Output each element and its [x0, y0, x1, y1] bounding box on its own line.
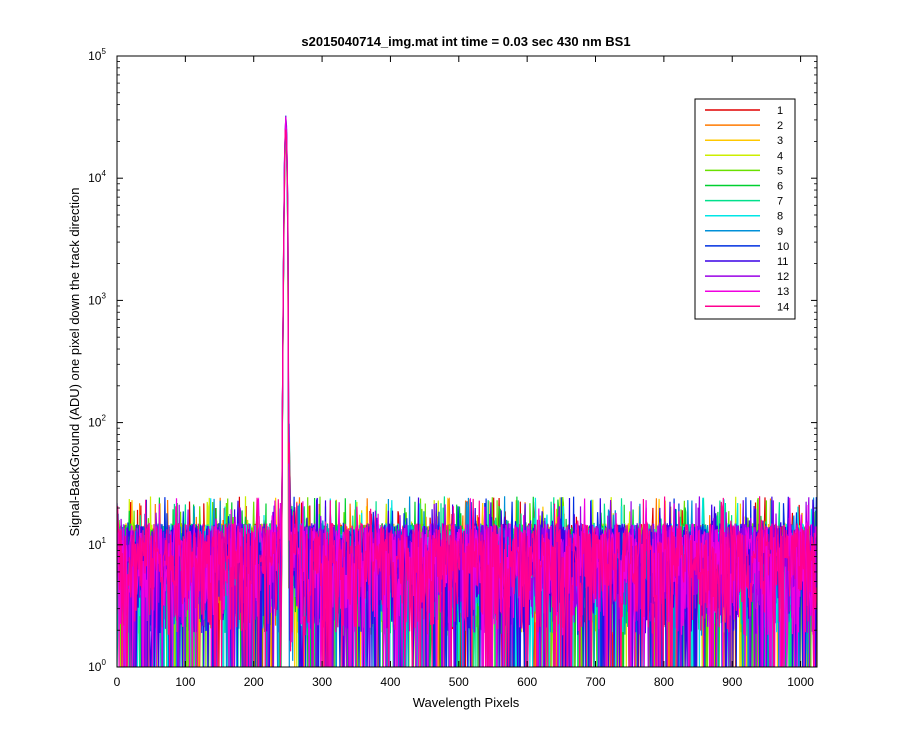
legend-label-8: 8 [777, 211, 783, 223]
legend-label-4: 4 [777, 150, 783, 162]
legend-label-3: 3 [777, 135, 783, 147]
legend-label-13: 13 [777, 286, 789, 298]
x-tick-label: 800 [654, 675, 674, 689]
x-axis-label: Wavelength Pixels [413, 695, 520, 710]
legend-label-7: 7 [777, 196, 783, 208]
x-tick-label: 300 [312, 675, 332, 689]
legend-label-2: 2 [777, 120, 783, 132]
y-tick-label: 101 [88, 536, 106, 552]
y-tick-label: 100 [88, 658, 106, 674]
x-tick-label: 200 [244, 675, 264, 689]
chart-title: s2015040714_img.mat int time = 0.03 sec … [301, 34, 630, 49]
legend-label-14: 14 [777, 301, 789, 313]
x-tick-label: 900 [722, 675, 742, 689]
y-axis-label: Signal-BackGround (ADU) one pixel down t… [67, 187, 82, 536]
series-line-14 [117, 129, 817, 667]
legend-label-11: 11 [777, 256, 788, 268]
x-tick-label: 400 [380, 675, 400, 689]
y-tick-label: 104 [88, 169, 106, 185]
y-tick-label: 102 [88, 414, 106, 430]
legend-label-10: 10 [777, 241, 789, 253]
legend-label-5: 5 [777, 165, 783, 177]
legend-label-6: 6 [777, 181, 783, 193]
plot-frame [116, 55, 818, 668]
legend-label-12: 12 [777, 271, 789, 283]
y-tick-label: 105 [88, 47, 106, 63]
legend-label-1: 1 [777, 105, 783, 117]
x-tick-label: 100 [175, 675, 195, 689]
legend-label-9: 9 [777, 226, 783, 238]
x-tick-label: 600 [517, 675, 537, 689]
x-tick-label: 1000 [787, 675, 814, 689]
ticks-layer: 0 100 200 300 400 500 600 700 800 900 100010010110… [88, 47, 817, 689]
legend-box [694, 98, 796, 320]
x-tick-label: 500 [449, 675, 469, 689]
x-tick-label: 700 [586, 675, 606, 689]
series-layer [117, 115, 817, 667]
x-tick-label: 0 [114, 675, 121, 689]
y-tick-label: 103 [88, 291, 106, 307]
